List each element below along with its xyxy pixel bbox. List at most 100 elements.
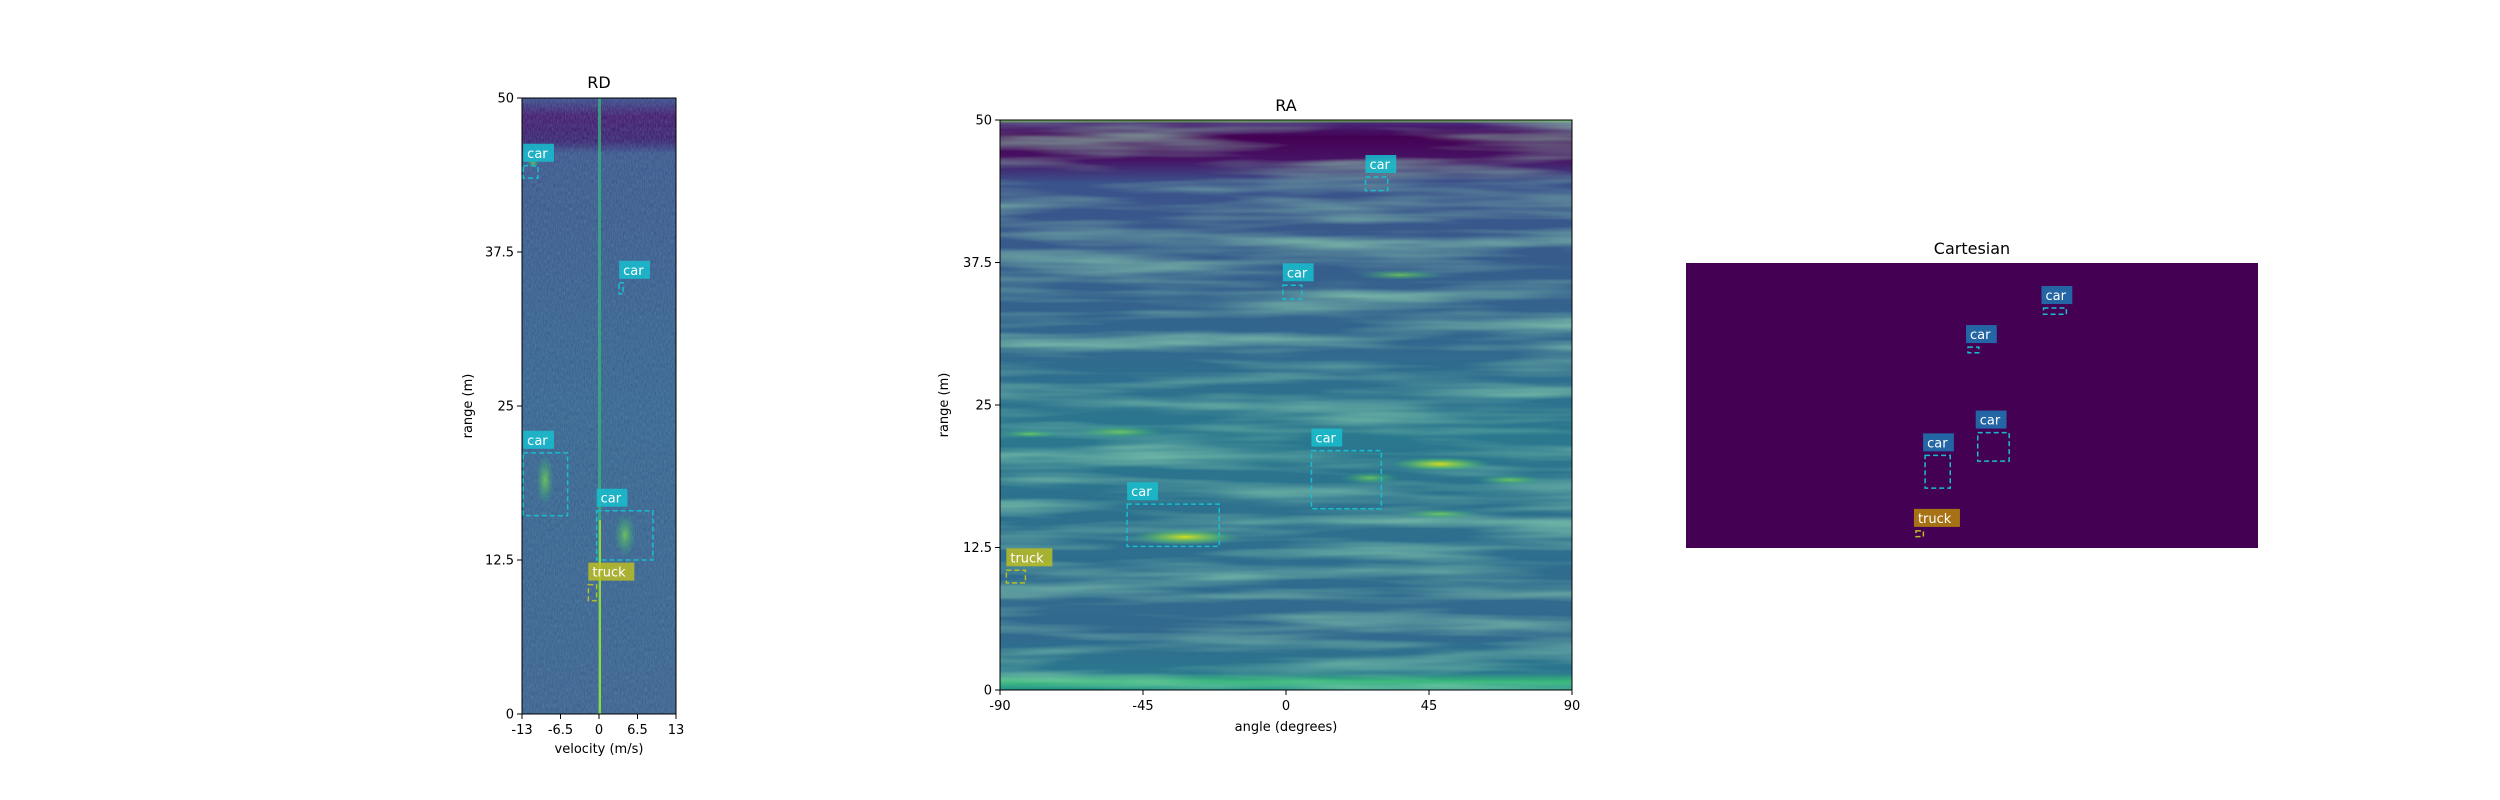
cartesian-label: car (1927, 436, 1948, 451)
ra-bbox (1310, 449, 1383, 510)
ra-label-bg (1311, 428, 1343, 447)
ra-label: car (1369, 158, 1390, 173)
ra-label-bg (1365, 155, 1397, 173)
ra-bbox (1126, 503, 1221, 548)
ra-label: truck (1010, 551, 1044, 566)
cartesian-panel: Cartesian car car car car truck (1686, 239, 2258, 548)
cartesian-label: car (1980, 414, 2001, 429)
ra-xlabel: angle (degrees) (1235, 720, 1338, 735)
ra-label-bg (1127, 482, 1158, 501)
ra-y-tick-label: 25 (975, 399, 992, 414)
ra-label: car (1315, 432, 1336, 447)
rd-detection-truck: truck (587, 562, 635, 602)
cartesian-label-bg (2041, 286, 2073, 305)
rd-label-bg (619, 260, 650, 279)
ra-label-bg (1282, 263, 1314, 282)
rd-detections: car car car car truck (522, 143, 654, 602)
rd-x-tick-label: 13 (668, 723, 685, 738)
ra-detections: car car car car truck (1005, 155, 1397, 584)
ra-heatmap (1000, 120, 1572, 690)
ra-x-ticks: -90 -45 0 45 90 (989, 690, 1580, 714)
ra-ylabel: range (m) (937, 373, 952, 438)
ra-bbox (1364, 176, 1389, 192)
rd-y-tick-label: 37.5 (485, 246, 514, 261)
cartesian-detection-car: car (1923, 433, 1954, 489)
rd-y-tick-label: 25 (497, 400, 514, 415)
ra-y-ticks: 0 12.5 25 37.5 50 (963, 114, 1000, 699)
cartesian-label: truck (1918, 512, 1952, 527)
rd-label-bg (596, 488, 628, 507)
cartesian-bbox (1915, 530, 1925, 538)
rd-label: car (527, 434, 548, 449)
ra-label: car (1287, 266, 1308, 281)
rd-label: truck (592, 566, 626, 581)
rd-x-tick-label: 6.5 (627, 723, 648, 738)
ra-y-tick-label: 37.5 (963, 256, 992, 271)
rd-bbox (522, 165, 539, 179)
rd-heatmap (522, 98, 676, 714)
rd-bbox (587, 583, 598, 602)
ra-detection-truck: truck (1005, 548, 1053, 584)
ra-x-tick-label: 90 (1564, 699, 1581, 714)
rd-detection-car: car (522, 430, 569, 517)
rd-y-tick-label: 12.5 (485, 554, 514, 569)
ra-y-tick-label: 50 (975, 114, 992, 129)
rd-title: RD (587, 73, 610, 92)
ra-detection-car: car (1310, 428, 1383, 510)
cartesian-label: car (2046, 289, 2067, 304)
cartesian-label-bg (1965, 325, 1997, 344)
rd-label: car (623, 264, 644, 279)
cartesian-detection-truck: truck (1913, 508, 1960, 538)
ra-x-tick-label: -90 (989, 699, 1010, 714)
cartesian-label-bg (1913, 508, 1960, 527)
rd-y-tick-label: 0 (506, 708, 514, 723)
ra-y-tick-label: 12.5 (963, 541, 992, 556)
cartesian-detection-car: car (2041, 286, 2073, 316)
cartesian-title: Cartesian (1934, 239, 2010, 258)
rd-x-tick-label: -13 (511, 723, 532, 738)
rd-detection-car: car (618, 260, 650, 295)
ra-detection-car: car (1364, 155, 1397, 192)
rd-label-bg (588, 562, 635, 581)
ra-label: car (1131, 485, 1152, 500)
cartesian-label: car (1970, 328, 1991, 343)
rd-y-tick-label: 50 (497, 92, 514, 107)
rd-y-ticks: 0 12.5 25 37.5 50 (485, 92, 522, 723)
rd-ylabel: range (m) (461, 374, 476, 439)
cartesian-detection-car: car (1975, 410, 2010, 462)
rd-bbox (618, 282, 624, 295)
rd-x-tick-label: 0 (595, 723, 603, 738)
cartesian-bbox (2042, 307, 2068, 316)
cartesian-detections: car car car car truck (1913, 286, 2073, 538)
cartesian-detection-car: car (1965, 325, 1997, 354)
ra-x-tick-label: 45 (1421, 699, 1438, 714)
cartesian-bbox (1924, 454, 1952, 489)
ra-bbox (1282, 284, 1303, 300)
rd-xlabel: velocity (m/s) (555, 742, 644, 757)
rd-label-bg (523, 143, 554, 162)
ra-title: RA (1275, 96, 1296, 115)
rd-label-bg (523, 430, 554, 449)
cartesian-label-bg (1975, 410, 2007, 429)
rd-x-tick-label: -6.5 (548, 723, 573, 738)
rd-bbox (595, 509, 654, 561)
rd-bbox (522, 452, 569, 517)
ra-x-tick-label: 0 (1282, 699, 1290, 714)
cartesian-heatmap (1686, 263, 2258, 548)
rd-detection-car: car (522, 143, 554, 179)
cartesian-label-bg (1923, 433, 1954, 452)
ra-y-tick-label: 0 (984, 684, 992, 699)
ra-x-tick-label: -45 (1132, 699, 1153, 714)
cartesian-bbox (1976, 431, 2010, 462)
rd-x-ticks: -13 -6.5 0 6.5 13 (511, 714, 684, 738)
rd-label: car (527, 147, 548, 162)
ra-detection-car: car (1282, 263, 1314, 300)
ra-label-bg (1006, 548, 1053, 567)
ra-detection-car: car (1126, 482, 1221, 548)
rd-detection-car: car (595, 488, 654, 561)
rd-panel: RD velocity (m/s) range (m) -13 -6.5 0 6.5 1… (461, 73, 684, 757)
ra-panel: RA angle (degrees) range (m) -90 -45 0 45 90… (937, 96, 1580, 735)
ra-bbox (1005, 569, 1027, 584)
rd-label: car (601, 492, 622, 507)
